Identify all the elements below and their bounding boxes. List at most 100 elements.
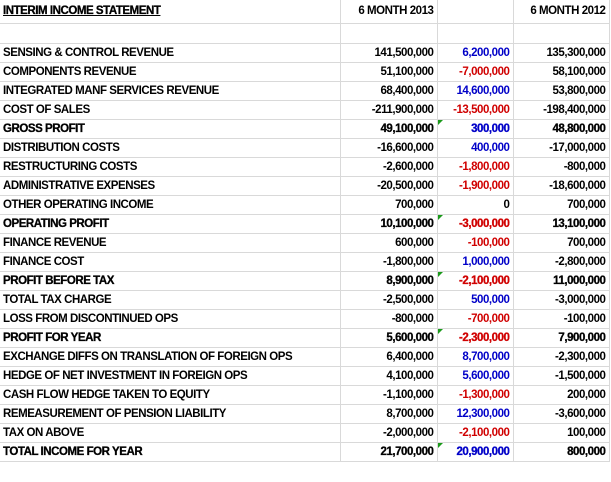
value-2012-cell[interactable]: 200,000 — [512, 384, 610, 405]
change-cell[interactable]: -2,100,000 — [436, 270, 514, 291]
row-label-cell[interactable]: GROSS PROFIT — [0, 118, 341, 139]
row-label-cell[interactable]: FINANCE REVENUE — [0, 232, 341, 253]
value-2012-cell[interactable]: 700,000 — [512, 232, 610, 253]
change-cell[interactable]: -2,300,000 — [436, 327, 514, 348]
value-2012-cell[interactable]: 13,100,000 — [512, 213, 610, 234]
value-2012-cell[interactable]: -198,400,000 — [512, 99, 610, 120]
value-2013-cell[interactable]: 600,000 — [339, 232, 438, 253]
row-label-cell[interactable]: DISTRIBUTION COSTS — [0, 137, 341, 158]
row-label-cell[interactable]: TOTAL INCOME FOR YEAR — [0, 441, 341, 462]
column-header-2013[interactable]: 6 MONTH 2013 — [339, 0, 438, 24]
value-2012-cell[interactable]: -3,600,000 — [512, 403, 610, 424]
value-2012-cell[interactable]: -17,000,000 — [512, 137, 610, 158]
value-2013-cell[interactable]: 6,400,000 — [339, 346, 438, 367]
value-2013-cell[interactable]: -2,500,000 — [339, 289, 438, 310]
change-cell[interactable]: 300,000 — [436, 118, 514, 139]
value-2013-cell[interactable]: 49,100,000 — [339, 118, 438, 139]
change-cell[interactable]: 500,000 — [436, 289, 514, 310]
value-2013-cell[interactable]: 51,100,000 — [339, 61, 438, 82]
value-2012-cell[interactable]: -800,000 — [512, 156, 610, 177]
row-label-cell[interactable]: OPERATING PROFIT — [0, 213, 341, 234]
value-2012-cell[interactable]: 800,000 — [512, 441, 610, 462]
change-cell[interactable]: 1,000,000 — [436, 251, 514, 272]
value-2012-cell[interactable]: 135,300,000 — [512, 42, 610, 63]
change-cell[interactable]: 20,900,000 — [436, 441, 514, 462]
row-label-cell[interactable]: SENSING & CONTROL REVENUE — [0, 42, 341, 63]
change-cell[interactable]: -700,000 — [436, 308, 514, 329]
value-2013-cell[interactable]: -800,000 — [339, 308, 438, 329]
sheet-title[interactable]: INTERIM INCOME STATEMENT — [0, 0, 341, 24]
value-2012-cell[interactable]: -2,800,000 — [512, 251, 610, 272]
empty-cell[interactable] — [436, 22, 514, 44]
value-2013-cell[interactable]: -1,100,000 — [339, 384, 438, 405]
formula-warning-flag-icon[interactable] — [438, 329, 443, 334]
value-2013-cell[interactable]: -20,500,000 — [339, 175, 438, 196]
row-label-cell[interactable]: PROFIT BEFORE TAX — [0, 270, 341, 291]
change-cell[interactable]: 400,000 — [436, 137, 514, 158]
row-label-cell[interactable]: ADMINISTRATIVE EXPENSES — [0, 175, 341, 196]
row-label-cell[interactable]: FINANCE COST — [0, 251, 341, 272]
change-cell[interactable]: 6,200,000 — [436, 42, 514, 63]
column-header-2012[interactable]: 6 MONTH 2012 — [512, 0, 610, 24]
value-2013-cell[interactable]: -16,600,000 — [339, 137, 438, 158]
row-label-cell[interactable]: TOTAL TAX CHARGE — [0, 289, 341, 310]
value-2013-cell[interactable]: -1,800,000 — [339, 251, 438, 272]
change-cell[interactable]: 8,700,000 — [436, 346, 514, 367]
value-2013-cell[interactable]: 4,100,000 — [339, 365, 438, 386]
value-2013-cell[interactable]: 10,100,000 — [339, 213, 438, 234]
empty-cell[interactable] — [512, 22, 610, 44]
change-cell[interactable]: -2,100,000 — [436, 422, 514, 443]
value-2012-cell[interactable]: 100,000 — [512, 422, 610, 443]
value-2012-cell[interactable]: 58,100,000 — [512, 61, 610, 82]
change-cell[interactable]: 0 — [436, 194, 514, 215]
formula-warning-flag-icon[interactable] — [438, 120, 443, 125]
row-label-cell[interactable]: COMPONENTS REVENUE — [0, 61, 341, 82]
change-cell[interactable]: -100,000 — [436, 232, 514, 253]
value-2012-cell[interactable]: 7,900,000 — [512, 327, 610, 348]
row-label-cell[interactable]: OTHER OPERATING INCOME — [0, 194, 341, 215]
change-cell[interactable]: -3,000,000 — [436, 213, 514, 234]
value-2013-cell[interactable]: 141,500,000 — [339, 42, 438, 63]
row-label-cell[interactable]: LOSS FROM DISCONTINUED OPS — [0, 308, 341, 329]
row-label-cell[interactable]: HEDGE OF NET INVESTMENT IN FOREIGN OPS — [0, 365, 341, 386]
change-cell[interactable]: 12,300,000 — [436, 403, 514, 424]
value-2012-cell[interactable]: -2,300,000 — [512, 346, 610, 367]
row-label-cell[interactable]: TAX ON ABOVE — [0, 422, 341, 443]
empty-cell[interactable] — [0, 22, 341, 44]
value-2013-cell[interactable]: 21,700,000 — [339, 441, 438, 462]
change-cell[interactable]: 5,600,000 — [436, 365, 514, 386]
value-2012-cell[interactable]: -18,600,000 — [512, 175, 610, 196]
change-cell[interactable]: -7,000,000 — [436, 61, 514, 82]
value-2012-cell[interactable]: 53,800,000 — [512, 80, 610, 101]
change-cell[interactable]: -1,800,000 — [436, 156, 514, 177]
change-cell[interactable]: -1,900,000 — [436, 175, 514, 196]
formula-warning-flag-icon[interactable] — [438, 215, 443, 220]
row-label-cell[interactable]: REMEASUREMENT OF PENSION LIABILITY — [0, 403, 341, 424]
row-label-cell[interactable]: RESTRUCTURING COSTS — [0, 156, 341, 177]
value-2012-cell[interactable]: 48,800,000 — [512, 118, 610, 139]
formula-warning-flag-icon[interactable] — [438, 443, 443, 448]
row-label-cell[interactable]: CASH FLOW HEDGE TAKEN TO EQUITY — [0, 384, 341, 405]
value-2012-cell[interactable]: -100,000 — [512, 308, 610, 329]
value-2012-cell[interactable]: -3,000,000 — [512, 289, 610, 310]
value-2013-cell[interactable]: 68,400,000 — [339, 80, 438, 101]
formula-warning-flag-icon[interactable] — [438, 272, 443, 277]
value-2013-cell[interactable]: -2,000,000 — [339, 422, 438, 443]
value-2012-cell[interactable]: -1,500,000 — [512, 365, 610, 386]
value-2013-cell[interactable]: 8,900,000 — [339, 270, 438, 291]
row-label-cell[interactable]: COST OF SALES — [0, 99, 341, 120]
value-2012-cell[interactable]: 700,000 — [512, 194, 610, 215]
empty-cell[interactable] — [339, 22, 438, 44]
change-cell[interactable]: 14,600,000 — [436, 80, 514, 101]
value-2013-cell[interactable]: 700,000 — [339, 194, 438, 215]
row-label-cell[interactable]: PROFIT FOR YEAR — [0, 327, 341, 348]
column-header-change[interactable] — [436, 0, 514, 24]
change-cell[interactable]: -13,500,000 — [436, 99, 514, 120]
row-label-cell[interactable]: INTEGRATED MANF SERVICES REVENUE — [0, 80, 341, 101]
value-2013-cell[interactable]: 5,600,000 — [339, 327, 438, 348]
value-2012-cell[interactable]: 11,000,000 — [512, 270, 610, 291]
value-2013-cell[interactable]: 8,700,000 — [339, 403, 438, 424]
row-label-cell[interactable]: EXCHANGE DIFFS ON TRANSLATION OF FOREIGN… — [0, 346, 341, 367]
change-cell[interactable]: -1,300,000 — [436, 384, 514, 405]
value-2013-cell[interactable]: -2,600,000 — [339, 156, 438, 177]
